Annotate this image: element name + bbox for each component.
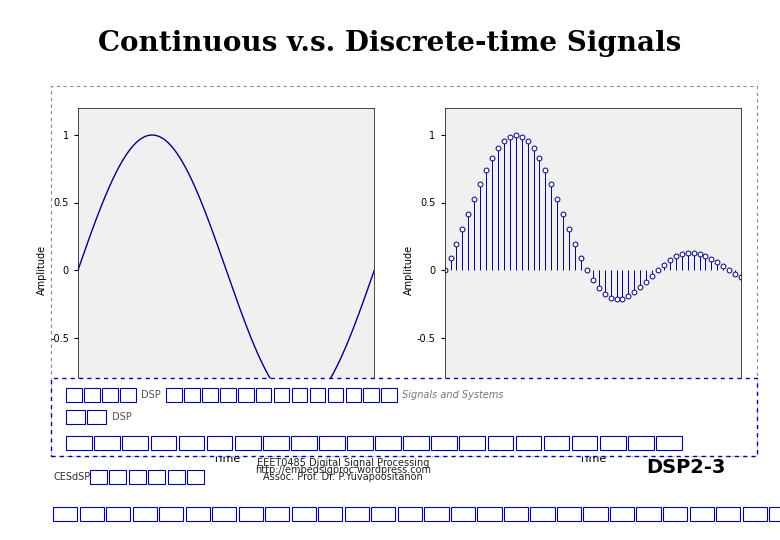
X-axis label: Time: Time: [580, 454, 606, 464]
Y-axis label: Amplitude: Amplitude: [37, 245, 48, 295]
Text: DSP: DSP: [141, 390, 161, 400]
X-axis label: Time: Time: [213, 454, 239, 464]
Text: EEET0485 Digital Signal Processing: EEET0485 Digital Signal Processing: [257, 458, 429, 468]
Text: Assoc. Prof. Dr. P.Yuvapoositanon: Assoc. Prof. Dr. P.Yuvapoositanon: [264, 472, 423, 482]
Text: Signals and Systems: Signals and Systems: [402, 390, 504, 400]
Y-axis label: Amplitude: Amplitude: [404, 245, 414, 295]
Text: Continuous v.s. Discrete-time Signals: Continuous v.s. Discrete-time Signals: [98, 30, 682, 57]
Text: DSP: DSP: [112, 412, 131, 422]
Text: DSP2-3: DSP2-3: [647, 458, 726, 477]
Text: CESdSP: CESdSP: [53, 472, 90, 482]
Text: http://embedsigproc.wordpress.com: http://embedsigproc.wordpress.com: [255, 465, 431, 475]
